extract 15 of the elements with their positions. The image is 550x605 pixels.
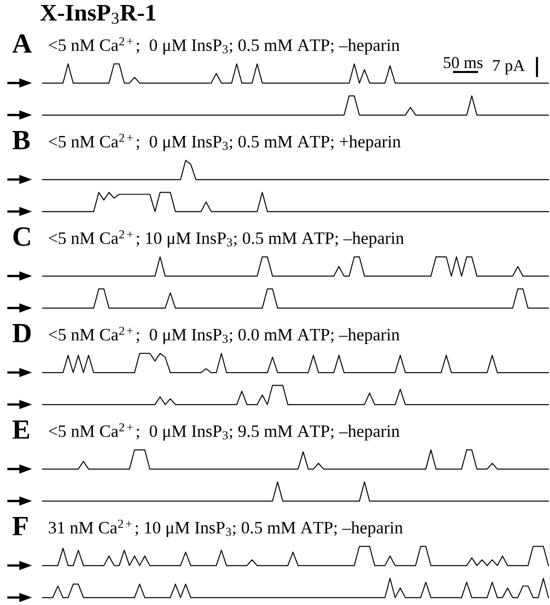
chart-subtitle: <5 nM Ca$^{2+}$; 10 μM InsP$_{3}$; 0.5 mM ATP; –heparin [48,230,404,248]
chart-title: C [13,227,30,246]
text: X-InsP$_{3}$R-1 [40,4,156,24]
chart-subtitle: 31 nM Ca$^{2+}$; 10 μM InsP$_{3}$; 0.5 mM ATP; –heparin [48,520,403,538]
chart-subtitle: <5 nM Ca$^{2+}$; 0 μM InsP$_{3}$; 0.5 mM ATP; +heparin [48,134,401,152]
chart-title: D [12,324,31,342]
chart-subtitle: <5 nM Ca$^{2+}$; 0 μM InsP$_{3}$; 0.5 mM ATP; –heparin [48,37,400,55]
chart-subtitle: <5 nM Ca$^{2+}$; 0 μM InsP$_{3}$; 0.0 mM ATP; –heparin [48,326,400,344]
chart-title: F [12,516,28,536]
chart-title: E [12,420,30,439]
chart-title: B [12,130,30,150]
annotation: 7 pA [493,60,525,75]
annotation: 50 ms [444,56,483,68]
chart-subtitle: <5 nM Ca$^{2+}$; 0 μM InsP$_{3}$; 9.5 mM ATP; –heparin [48,423,400,441]
chart-title: A [12,34,32,53]
